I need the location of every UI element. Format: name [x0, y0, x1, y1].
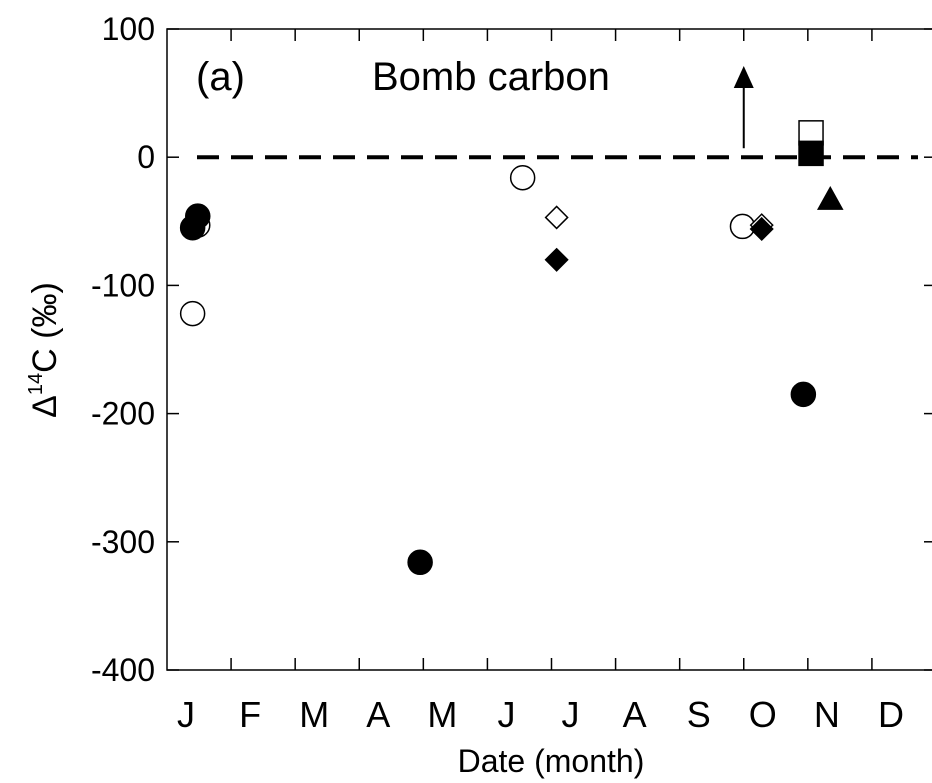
x-tick-label: N	[814, 694, 840, 735]
y-tick-label: -100	[91, 267, 155, 303]
y-axis-label-unit: C (‰)	[26, 282, 64, 373]
x-tick-label: J	[562, 694, 580, 735]
svg-text:Δ14C (‰): Δ14C (‰)	[25, 282, 64, 418]
x-tick-label: M	[299, 694, 329, 735]
x-tick-label: O	[749, 694, 777, 735]
circle-filled-marker	[185, 203, 211, 229]
y-tick-label: -300	[91, 524, 155, 560]
x-tick-label: J	[177, 694, 195, 735]
y-tick-label: -200	[91, 396, 155, 432]
x-tick-label: D	[878, 694, 904, 735]
x-tick-label: S	[687, 694, 711, 735]
square-filled-marker	[798, 140, 824, 167]
x-tick-label: A	[623, 694, 647, 735]
x-tick-label: M	[427, 694, 457, 735]
x-axis-label: Date (month)	[458, 743, 645, 779]
triangle-filled-marker	[816, 185, 844, 210]
y-tick-label: -400	[91, 652, 155, 688]
arrow-head	[733, 66, 754, 89]
data-points	[179, 120, 844, 576]
y-axis-label: Δ14C (‰)	[25, 282, 64, 418]
x-tick-label: A	[366, 694, 390, 735]
circle-open-marker	[509, 164, 536, 191]
circle-open-marker	[179, 300, 206, 327]
diamond-open-marker	[544, 205, 569, 230]
y-axis-label-delta: Δ	[26, 395, 64, 418]
y-axis-label-superscript: 14	[25, 373, 47, 395]
circle-filled-marker	[790, 381, 817, 408]
diamond-filled-marker	[544, 247, 569, 272]
circle-filled-marker	[407, 549, 433, 576]
y-tick-label: 100	[102, 11, 155, 47]
x-tick-label: F	[239, 694, 261, 735]
y-tick-labels: -400 -300 -200 -100 0 100	[91, 11, 155, 688]
axis-ticks	[167, 28, 932, 671]
y-tick-label: 0	[137, 139, 155, 175]
bomb-carbon-arrow	[733, 66, 754, 149]
panel-label: (a)	[196, 55, 245, 99]
diamond-filled-marker	[749, 216, 774, 242]
x-tick-label: J	[497, 694, 515, 735]
bomb-carbon-annotation: Bomb carbon	[372, 55, 610, 99]
circle-open-marker	[729, 213, 756, 240]
